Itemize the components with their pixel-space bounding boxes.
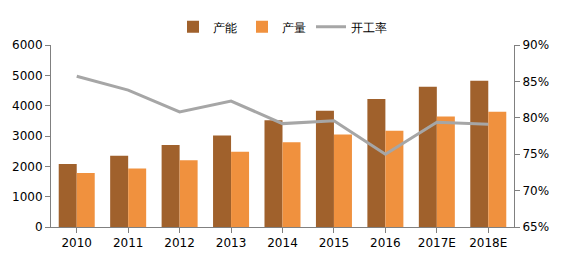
svg-text:85%: 85% — [522, 75, 549, 89]
svg-text:80%: 80% — [522, 111, 549, 125]
svg-text:1000: 1000 — [12, 190, 43, 204]
svg-text:2018E: 2018E — [469, 236, 507, 250]
svg-text:6000: 6000 — [12, 38, 43, 52]
svg-text:65%: 65% — [522, 220, 549, 234]
svg-text:4000: 4000 — [12, 99, 43, 113]
svg-text:2000: 2000 — [12, 160, 43, 174]
svg-text:75%: 75% — [522, 147, 549, 161]
svg-text:2012: 2012 — [164, 236, 195, 250]
svg-text:2010: 2010 — [61, 236, 92, 250]
svg-text:5000: 5000 — [12, 69, 43, 83]
svg-text:3000: 3000 — [12, 129, 43, 143]
svg-text:产量: 产量 — [282, 21, 306, 35]
svg-text:2015: 2015 — [319, 236, 350, 250]
svg-text:2016: 2016 — [370, 236, 401, 250]
svg-text:产能: 产能 — [213, 21, 237, 35]
svg-text:2011: 2011 — [113, 236, 144, 250]
svg-text:2013: 2013 — [216, 236, 247, 250]
svg-text:90%: 90% — [522, 38, 549, 52]
svg-text:开工率: 开工率 — [351, 21, 387, 35]
svg-text:2014: 2014 — [267, 236, 298, 250]
svg-text:0: 0 — [35, 220, 43, 234]
svg-text:2017E: 2017E — [418, 236, 456, 250]
svg-text:70%: 70% — [522, 184, 549, 198]
